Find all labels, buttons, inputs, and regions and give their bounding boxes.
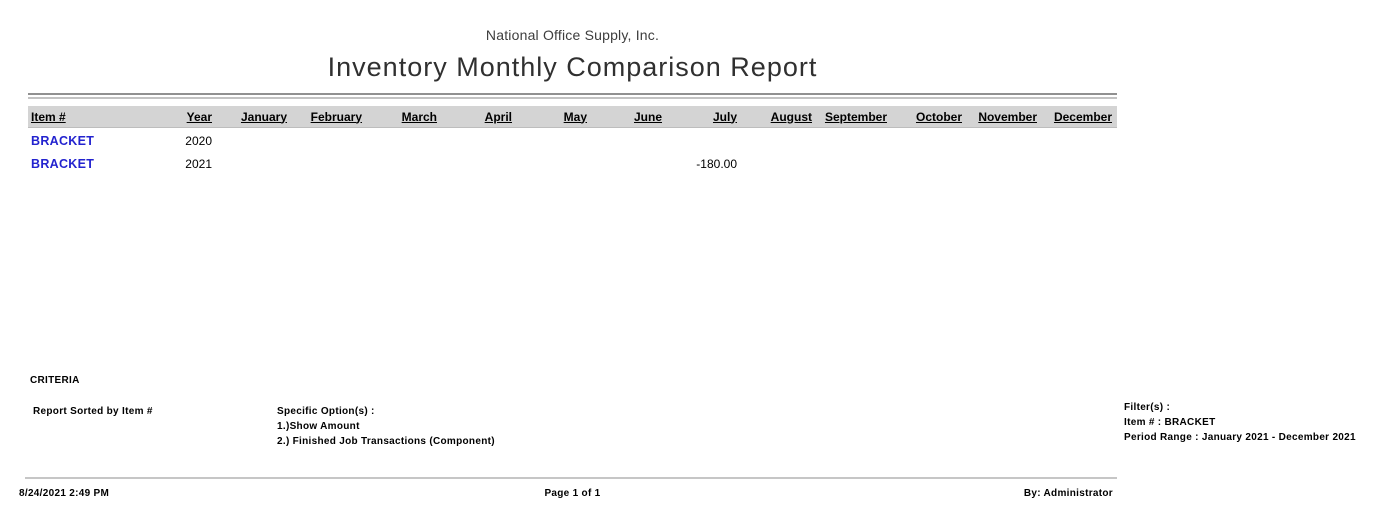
item-link[interactable]: BRACKET (31, 134, 95, 148)
table-row-2020: BRACKET 2020 (28, 132, 1117, 150)
filters-line-1: Item # : BRACKET (1124, 417, 1216, 428)
table-header-row: Item # Year January February March April… (28, 106, 1117, 128)
column-header-april: April (484, 109, 512, 124)
cell-july: -180.00 (696, 157, 737, 171)
column-header-may: May (563, 109, 587, 124)
options-title: Specific Option(s) : (277, 406, 375, 417)
options-line-1: 1.)Show Amount (277, 421, 360, 432)
cell-item: BRACKET (28, 134, 160, 148)
footer-page-number: Page 1 of 1 (544, 488, 601, 499)
footer-divider (25, 477, 1117, 479)
divider-line-top (28, 93, 1117, 95)
column-header-january: January (240, 109, 287, 124)
table-row-2021: BRACKET 2021 -180.00 (28, 155, 1117, 173)
options-line-2: 2.) Finished Job Transactions (Component… (277, 436, 495, 447)
column-header-october: October (915, 109, 962, 124)
cell-year: 2020 (185, 134, 212, 148)
filters-title: Filter(s) : (1124, 402, 1171, 413)
report-title: Inventory Monthly Comparison Report (327, 52, 818, 82)
cell-item: BRACKET (28, 157, 160, 171)
column-header-march: March (401, 109, 437, 124)
cell-year: 2021 (185, 157, 212, 171)
column-header-july: July (712, 109, 737, 124)
criteria-heading: CRITERIA (30, 375, 80, 386)
column-header-august: August (770, 109, 812, 124)
column-header-december: December (1053, 109, 1112, 124)
column-header-september: September (824, 109, 887, 124)
column-header-november: November (978, 109, 1037, 124)
divider-line-bottom (28, 97, 1117, 99)
column-header-june: June (633, 109, 662, 124)
column-header-item: Item # (31, 109, 66, 124)
criteria-options: Specific Option(s) : 1.)Show Amount 2.) … (277, 404, 495, 449)
footer-datetime: 8/24/2021 2:49 PM (19, 488, 110, 499)
footer-printed-by: By: Administrator (1023, 488, 1113, 499)
criteria-sorted-by: Report Sorted by Item # (33, 406, 153, 417)
company-name: National Office Supply, Inc. (485, 27, 660, 43)
column-header-year: Year (186, 109, 212, 124)
item-link[interactable]: BRACKET (31, 157, 95, 171)
column-header-february: February (310, 109, 362, 124)
filters-line-2: Period Range : January 2021 - December 2… (1124, 432, 1356, 443)
header-divider (28, 93, 1117, 99)
criteria-filters: Filter(s) : Item # : BRACKET Period Rang… (1124, 400, 1356, 445)
